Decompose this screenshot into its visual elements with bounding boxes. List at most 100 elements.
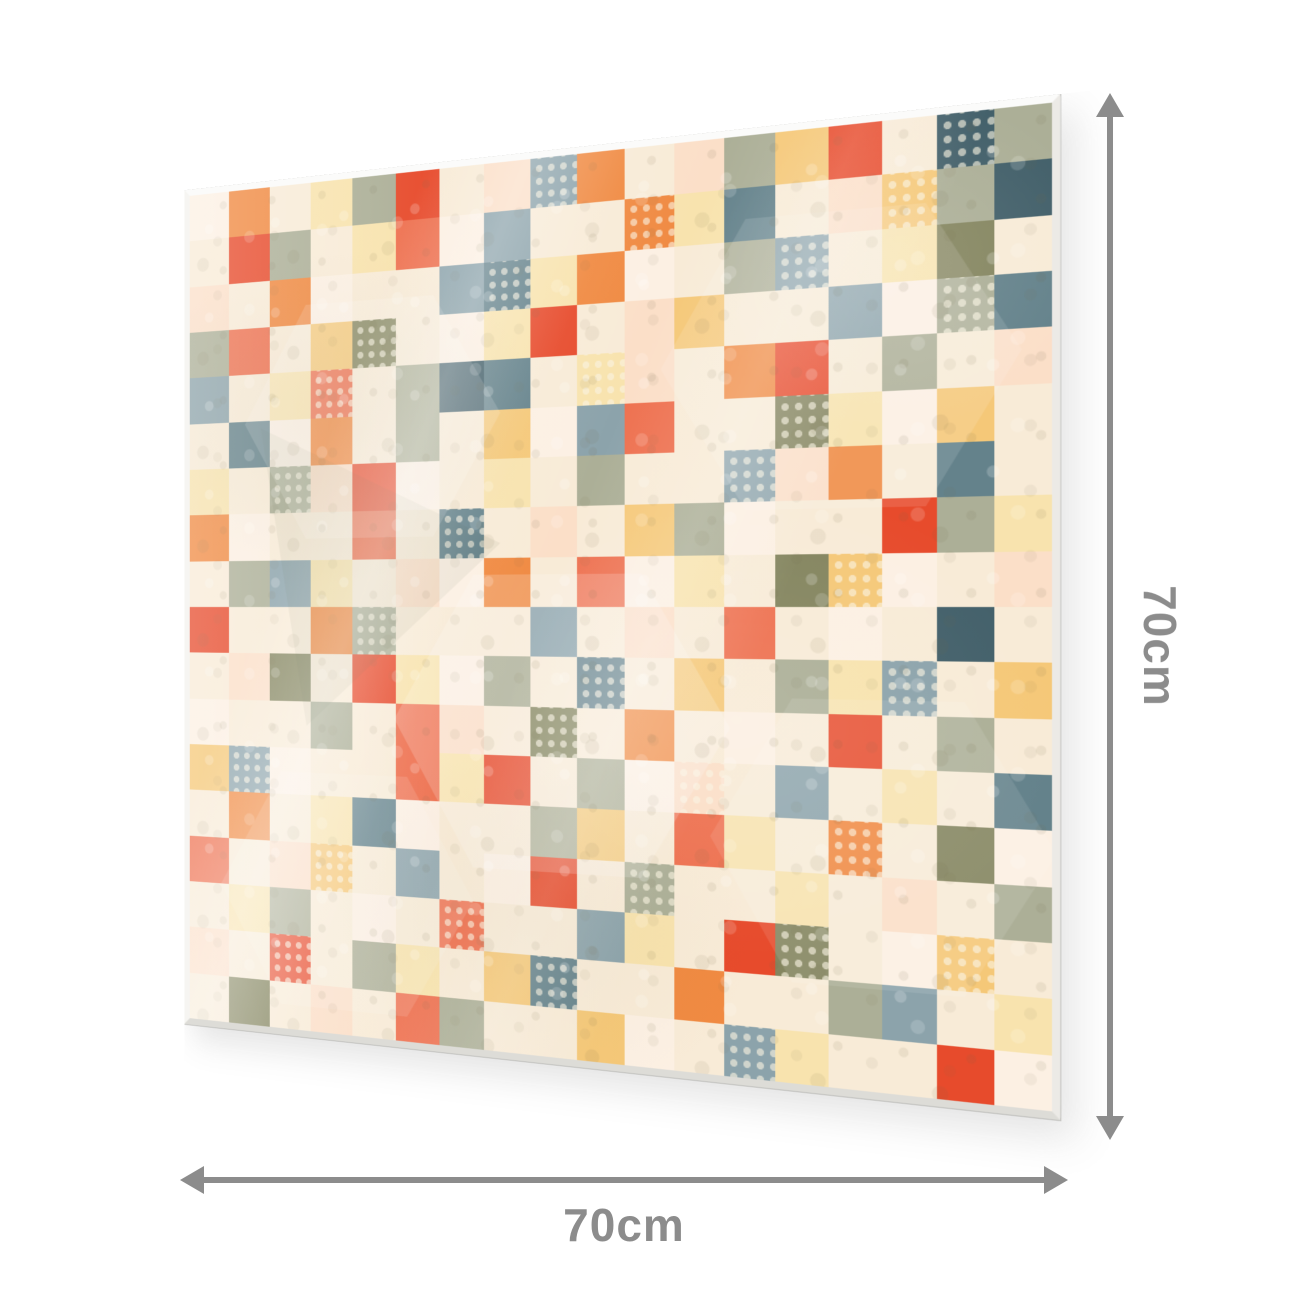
mosaic-cell bbox=[937, 825, 994, 884]
mosaic-cell bbox=[352, 558, 396, 607]
mosaic-cell bbox=[673, 864, 725, 920]
mosaic-cell bbox=[624, 503, 674, 557]
mosaic-cell bbox=[828, 980, 883, 1039]
mosaic-cell bbox=[189, 652, 230, 700]
mosaic-cell bbox=[724, 867, 776, 924]
mosaic-cell bbox=[439, 410, 485, 461]
mosaic-cell bbox=[724, 763, 776, 818]
mosaic-cell bbox=[310, 984, 353, 1036]
mosaic-cell bbox=[828, 660, 883, 715]
mosaic-cell bbox=[775, 1028, 829, 1088]
mosaic-cell bbox=[229, 327, 270, 377]
mosaic-cell bbox=[352, 414, 396, 465]
arrow-down-icon bbox=[1096, 1116, 1124, 1140]
dimension-line-horizontal bbox=[200, 1177, 1048, 1183]
mosaic-cell bbox=[993, 158, 1052, 220]
mosaic-cell bbox=[189, 514, 230, 562]
mosaic-cell bbox=[352, 606, 396, 656]
mosaic-cell bbox=[673, 761, 725, 816]
mosaic-cell bbox=[352, 702, 396, 752]
mosaic-cell bbox=[993, 326, 1052, 386]
mosaic-cell bbox=[189, 698, 230, 746]
mosaic-cell bbox=[352, 749, 396, 800]
mosaic-cell bbox=[189, 422, 230, 470]
mosaic-cell bbox=[937, 496, 994, 553]
mosaic-cell bbox=[269, 371, 311, 421]
mosaic-cell bbox=[673, 1018, 725, 1076]
mosaic-cell bbox=[189, 376, 230, 425]
mosaic-cell bbox=[576, 250, 625, 305]
mosaic-cell bbox=[624, 400, 674, 455]
mosaic-cell bbox=[439, 459, 485, 510]
mosaic-cell bbox=[673, 450, 725, 504]
mosaic-cell bbox=[576, 505, 625, 557]
mosaic-cell bbox=[828, 337, 883, 394]
mosaic-cell bbox=[724, 815, 776, 871]
mosaic-cell bbox=[352, 462, 396, 512]
mosaic-cell bbox=[724, 396, 776, 451]
mosaic-cell bbox=[395, 460, 440, 511]
mosaic-cell bbox=[229, 467, 270, 515]
mosaic-cell bbox=[439, 508, 485, 559]
mosaic-cell bbox=[673, 398, 725, 453]
mosaic-cell bbox=[624, 555, 674, 607]
mosaic-cell bbox=[882, 930, 938, 990]
mosaic-cell bbox=[724, 185, 776, 243]
mosaic-cell bbox=[310, 178, 353, 230]
mosaic-cell bbox=[484, 754, 531, 807]
mosaic-cell bbox=[229, 930, 270, 981]
mosaic-cell bbox=[269, 229, 311, 281]
mosaic-cell bbox=[937, 274, 994, 334]
width-dimension bbox=[180, 1166, 1068, 1194]
mosaic-cell bbox=[530, 855, 577, 909]
mosaic-cell bbox=[775, 126, 829, 186]
mosaic-cell bbox=[229, 187, 270, 238]
mosaic-cell bbox=[882, 333, 938, 391]
mosaic-cell bbox=[882, 169, 938, 229]
mosaic-cell bbox=[673, 915, 725, 972]
mosaic-cell bbox=[775, 606, 829, 661]
mosaic-cell bbox=[882, 115, 938, 176]
mosaic-cell bbox=[724, 659, 776, 713]
mosaic-cell bbox=[189, 926, 230, 977]
mosaic-cell bbox=[673, 346, 725, 401]
mosaic-cell bbox=[673, 242, 725, 298]
mosaic-cell bbox=[828, 767, 883, 823]
mosaic-cell bbox=[310, 321, 353, 372]
mosaic-cell bbox=[828, 552, 883, 607]
mosaic-cell bbox=[189, 881, 230, 931]
mosaic-cell bbox=[882, 552, 938, 607]
mosaic-cell bbox=[189, 744, 230, 792]
mosaic-cell bbox=[352, 318, 396, 369]
mosaic-cell bbox=[530, 656, 577, 708]
mosaic-cell bbox=[439, 213, 485, 267]
mosaic-cell bbox=[624, 657, 674, 710]
mosaic-cell bbox=[229, 837, 270, 887]
product-panel[interactable] bbox=[184, 93, 1061, 1121]
arrow-right-icon bbox=[1044, 1166, 1068, 1194]
mosaic-cell bbox=[828, 444, 883, 501]
mosaic-cell bbox=[624, 963, 674, 1019]
mosaic-cell bbox=[624, 349, 674, 404]
mosaic-cell bbox=[993, 550, 1052, 607]
dimension-line-vertical bbox=[1107, 113, 1113, 1120]
mosaic-cell bbox=[352, 269, 396, 322]
mosaic-cell bbox=[189, 237, 230, 288]
mosaic-cell bbox=[269, 277, 311, 328]
mosaic-cell bbox=[576, 606, 625, 658]
mosaic-cell bbox=[310, 842, 353, 893]
mosaic-cell bbox=[993, 270, 1052, 331]
mosaic-cell bbox=[229, 420, 270, 469]
mosaic-cell bbox=[229, 653, 270, 701]
mosaic-cell bbox=[775, 233, 829, 291]
mosaic-cell bbox=[189, 283, 230, 333]
mosaic-cell bbox=[828, 282, 883, 341]
mosaic-cell bbox=[828, 713, 883, 769]
mosaic-cell bbox=[310, 748, 353, 798]
mosaic-cell bbox=[530, 506, 577, 558]
mosaic-cell bbox=[882, 388, 938, 445]
mosaic-cell bbox=[937, 551, 994, 607]
mosaic-cell bbox=[269, 324, 311, 374]
mosaic-cell bbox=[624, 1014, 674, 1071]
